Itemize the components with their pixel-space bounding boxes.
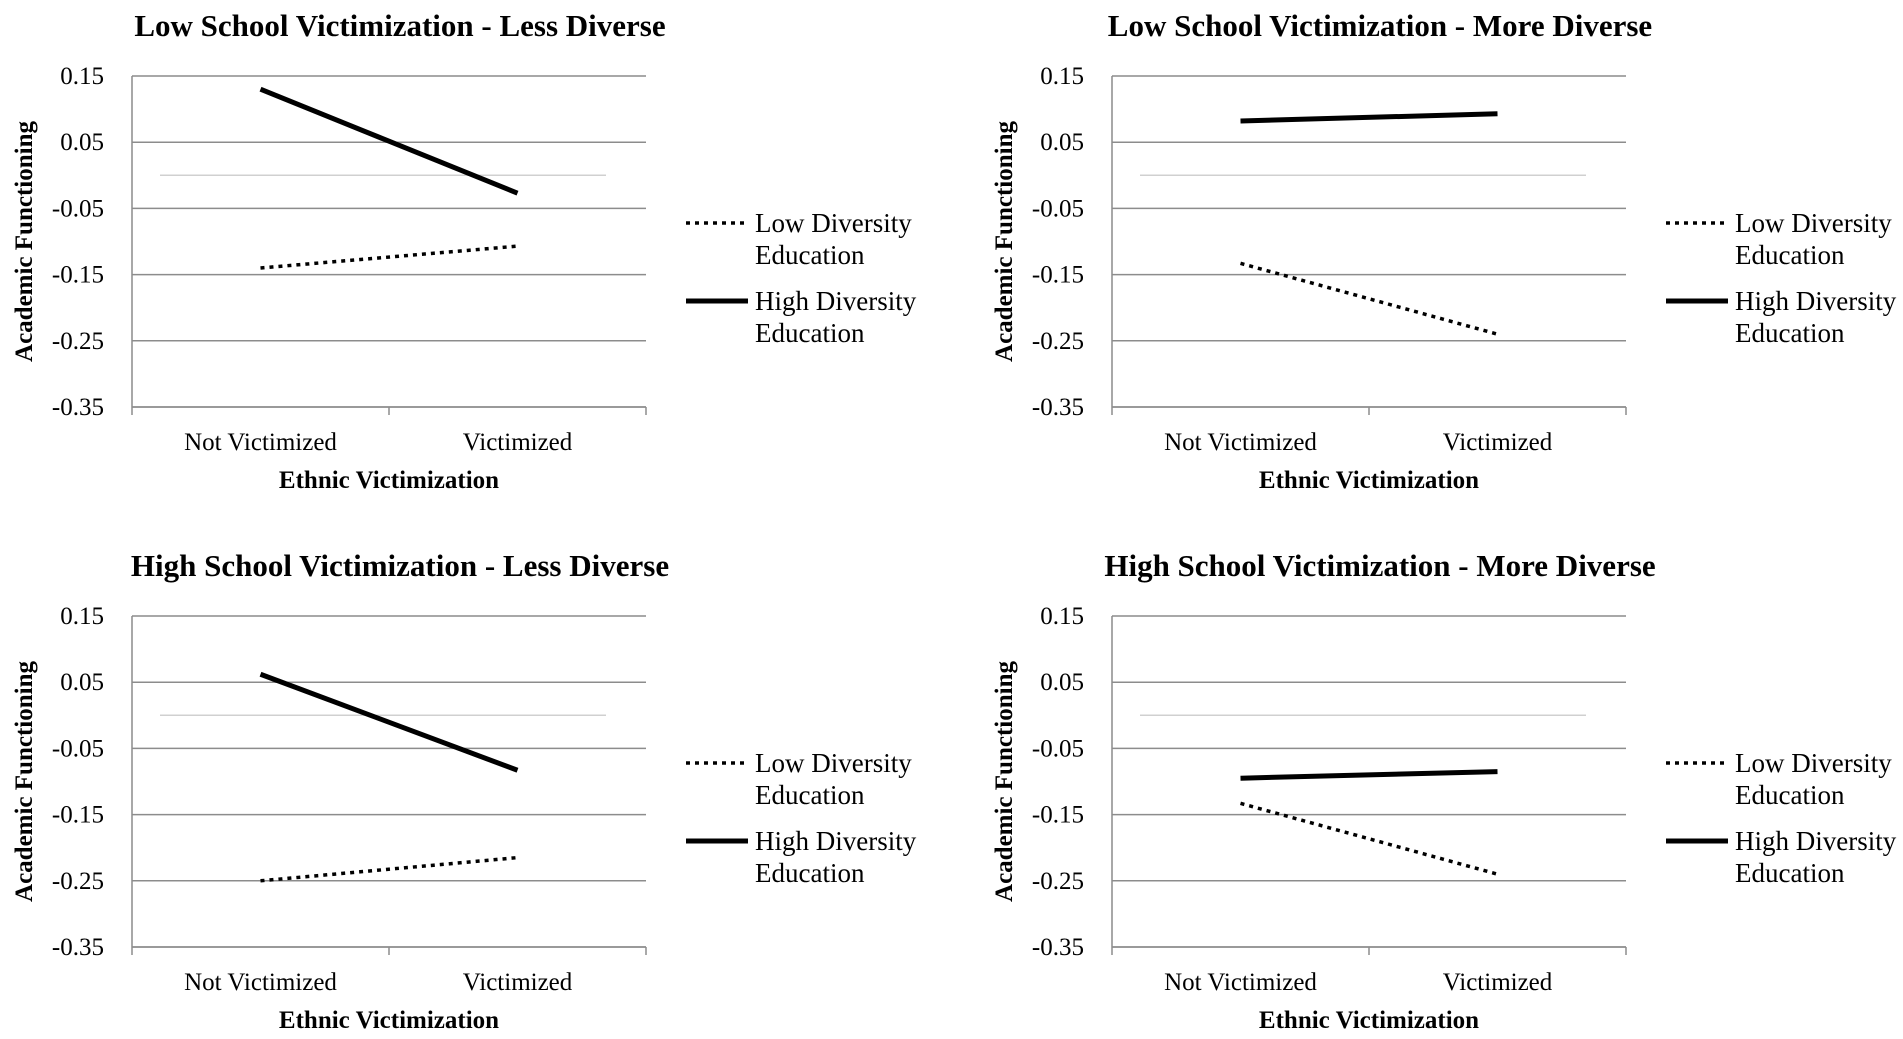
x-tick-label: Victimized	[463, 969, 573, 996]
legend-label: Education	[755, 780, 865, 810]
y-tick-label: 0.05	[60, 129, 104, 156]
x-axis-label: Ethnic Victimization	[1259, 467, 1479, 494]
y-tick-label: -0.25	[1032, 328, 1084, 355]
x-axis-label: Ethnic Victimization	[279, 1007, 499, 1034]
y-tick-label: -0.05	[1032, 195, 1084, 222]
x-tick-label: Not Victimized	[1164, 429, 1317, 456]
legend-label: High Diversity	[755, 826, 917, 856]
legend-label: Low Diversity	[755, 208, 912, 238]
x-tick-label: Victimized	[1443, 969, 1553, 996]
x-tick-label: Victimized	[1443, 429, 1553, 456]
chart-title: High School Victimization - Less Diverse	[131, 548, 669, 583]
y-tick-label: -0.35	[52, 934, 104, 961]
y-axis-label: Academic Functioning	[991, 661, 1018, 902]
chart-panel: Low School Victimization - More Diverse 0…	[991, 8, 1897, 494]
legend-label: Education	[755, 240, 865, 270]
x-tick-label: Not Victimized	[184, 969, 337, 996]
series-line-high-diversity	[1240, 769, 1498, 781]
legend-label: Education	[755, 858, 865, 888]
y-tick-label: -0.15	[1032, 802, 1084, 829]
x-tick-label: Victimized	[463, 429, 573, 456]
y-tick-label: -0.05	[52, 195, 104, 222]
y-tick-label: -0.05	[1032, 735, 1084, 762]
y-tick-label: -0.25	[52, 328, 104, 355]
y-tick-label: 0.15	[1040, 603, 1084, 630]
chart-panel: High School Victimization - Less Diverse…	[11, 548, 917, 1034]
series-line-high-diversity	[1240, 111, 1498, 124]
y-tick-label: -0.05	[52, 735, 104, 762]
series-line-low-diversity	[260, 855, 518, 883]
y-axis-label: Academic Functioning	[11, 121, 38, 362]
y-tick-label: -0.15	[52, 802, 104, 829]
legend-label: High Diversity	[1735, 826, 1897, 856]
x-axis-label: Ethnic Victimization	[1259, 1007, 1479, 1034]
legend-label: High Diversity	[1735, 286, 1897, 316]
x-tick-label: Not Victimized	[1164, 969, 1317, 996]
y-tick-label: 0.15	[60, 603, 104, 630]
y-tick-label: -0.15	[1032, 262, 1084, 289]
legend-label: Low Diversity	[755, 748, 912, 778]
y-axis-label: Academic Functioning	[991, 121, 1018, 362]
y-tick-label: 0.05	[1040, 669, 1084, 696]
y-tick-label: -0.25	[1032, 868, 1084, 895]
legend-label: Low Diversity	[1735, 748, 1892, 778]
series-line-low-diversity	[260, 244, 518, 270]
y-tick-label: 0.15	[1040, 63, 1084, 90]
y-axis-label: Academic Functioning	[11, 661, 38, 902]
legend-label: Education	[1735, 240, 1845, 270]
y-tick-label: -0.15	[52, 262, 104, 289]
y-tick-label: 0.15	[60, 63, 104, 90]
legend-label: Low Diversity	[1735, 208, 1892, 238]
y-tick-label: -0.35	[1032, 394, 1084, 421]
y-tick-label: -0.35	[52, 394, 104, 421]
chart-title: Low School Victimization - Less Diverse	[134, 8, 665, 43]
legend-label: Education	[1735, 318, 1845, 348]
legend-label: High Diversity	[755, 286, 917, 316]
x-tick-label: Not Victimized	[184, 429, 337, 456]
series-line-high-diversity	[259, 86, 519, 196]
chart-title: Low School Victimization - More Diverse	[1108, 8, 1652, 43]
y-tick-label: 0.05	[1040, 129, 1084, 156]
y-tick-label: -0.25	[52, 868, 104, 895]
x-axis-label: Ethnic Victimization	[279, 467, 499, 494]
y-tick-label: -0.35	[1032, 934, 1084, 961]
legend-label: Education	[755, 318, 865, 348]
chart-panel: High School Victimization - More Diverse…	[991, 548, 1897, 1034]
chart-title: High School Victimization - More Diverse	[1104, 548, 1655, 583]
chart-panel: Low School Victimization - Less Diverse 0…	[11, 8, 917, 494]
legend-label: Education	[1735, 780, 1845, 810]
series-line-high-diversity	[259, 671, 519, 773]
y-tick-label: 0.05	[60, 669, 104, 696]
legend-label: Education	[1735, 858, 1845, 888]
